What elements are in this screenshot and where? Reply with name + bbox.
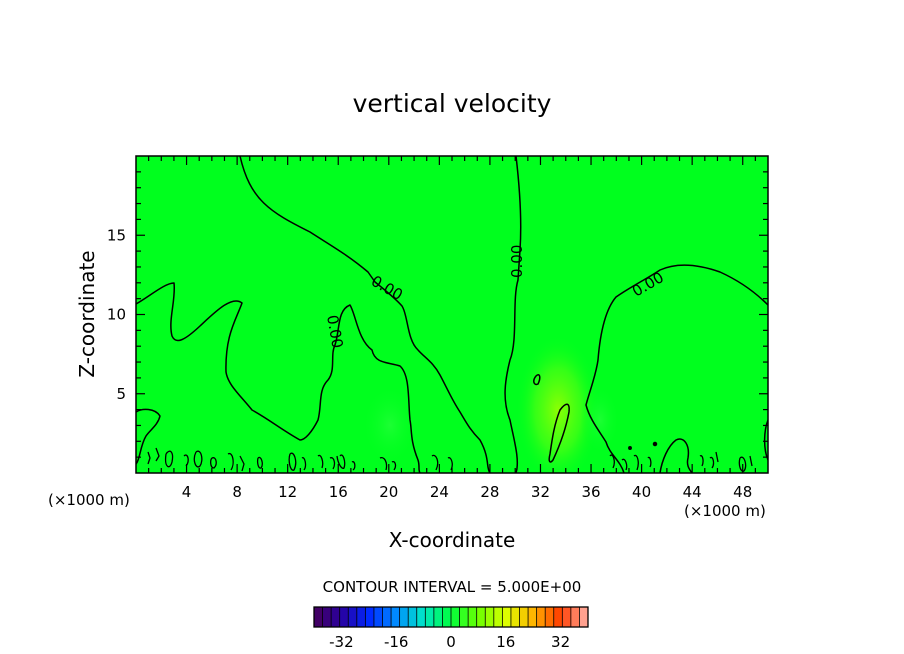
y-axis-label: Z-coordinate bbox=[75, 250, 99, 377]
colorbar-swatch bbox=[562, 607, 572, 627]
contour-lines bbox=[136, 156, 768, 473]
x-tick-label: 12 bbox=[278, 483, 297, 501]
colorbar-swatch bbox=[331, 607, 340, 627]
x-tick-label: 16 bbox=[329, 483, 348, 501]
colorbar-swatch bbox=[545, 607, 555, 627]
contour-interval-text: CONTOUR INTERVAL = 5.000E+00 bbox=[323, 578, 582, 596]
contour-zero-right-arc bbox=[585, 264, 768, 473]
colorbar-swatch bbox=[493, 607, 503, 627]
contour-right-bottom bbox=[659, 438, 693, 473]
x-tick-label: 24 bbox=[430, 483, 449, 501]
velocity-field bbox=[136, 156, 768, 473]
colorbar-swatch bbox=[391, 607, 400, 627]
contour-zero-center bbox=[504, 156, 522, 473]
colorbar-swatch bbox=[373, 607, 383, 627]
colorbar-swatch bbox=[416, 607, 426, 627]
colorbar-swatch bbox=[476, 607, 486, 627]
colorbar-swatch bbox=[536, 607, 546, 627]
x-tick-label: 4 bbox=[182, 483, 192, 501]
x-axis-label: X-coordinate bbox=[389, 528, 516, 552]
colorbar-swatch bbox=[365, 607, 375, 627]
contour-small-loop bbox=[533, 373, 541, 386]
x-unit-left: (×1000 m) bbox=[48, 491, 130, 509]
colorbar-swatch bbox=[510, 607, 520, 627]
contour-zero-upper-left bbox=[239, 156, 491, 473]
x-tick-label: 32 bbox=[531, 483, 550, 501]
surface-contours bbox=[147, 447, 753, 472]
colorbar-swatch bbox=[468, 607, 477, 627]
colorbar-swatch bbox=[553, 607, 563, 627]
colorbar-swatch bbox=[570, 607, 580, 627]
x-tick-label: 20 bbox=[379, 483, 398, 501]
y-tick-label: 10 bbox=[107, 306, 126, 324]
colorbar-swatch bbox=[356, 607, 366, 627]
contour-zero-left-lobe bbox=[136, 282, 421, 473]
x-axis: 4 8 12 16 20 24 28 32 36 40 44 48 bbox=[148, 156, 756, 501]
y-tick-label: 5 bbox=[116, 385, 126, 403]
y-axis: 5 10 15 bbox=[107, 171, 768, 458]
colorbar-swatch bbox=[322, 607, 332, 627]
colorbar-frame bbox=[313, 606, 589, 628]
contour-updraft-core bbox=[548, 403, 570, 463]
colorbar-swatch bbox=[314, 607, 323, 627]
colorbar-swatch bbox=[339, 607, 349, 627]
contour-left-bottom bbox=[136, 408, 161, 465]
colorbar-tick-label: 16 bbox=[496, 633, 515, 651]
x-unit-right: (×1000 m) bbox=[684, 502, 766, 520]
colorbar-swatch bbox=[382, 607, 392, 627]
x-tick-label: 48 bbox=[733, 483, 752, 501]
colorbar bbox=[313, 606, 589, 628]
colorbar-tick-label: -16 bbox=[384, 633, 409, 651]
colorbar-tick-label: -32 bbox=[329, 633, 354, 651]
x-tick-label: 8 bbox=[232, 483, 242, 501]
colorbar-tick-label: 0 bbox=[446, 633, 456, 651]
chart-title: vertical velocity bbox=[353, 89, 552, 118]
colorbar-swatch bbox=[408, 607, 418, 627]
weak-updraft-shading-2 bbox=[580, 385, 620, 455]
x-tick-label: 44 bbox=[683, 483, 702, 501]
plot-area: 0.00 0.00 0.00 0.00 bbox=[136, 156, 768, 473]
colorbar-swatch bbox=[459, 607, 469, 627]
contour-label: 0.00 bbox=[323, 314, 347, 350]
x-tick-label: 28 bbox=[480, 483, 499, 501]
contour-label: 0.00 bbox=[508, 245, 526, 278]
colorbar-swatch bbox=[442, 607, 452, 627]
x-tick-label: 40 bbox=[632, 483, 651, 501]
colorbar-swatch bbox=[433, 607, 443, 627]
updraft-shading bbox=[516, 335, 600, 473]
colorbar-labels: -32 -16 0 16 32 bbox=[329, 633, 570, 651]
colorbar-swatch bbox=[485, 607, 495, 627]
colorbar-swatch bbox=[451, 607, 460, 627]
weak-updraft-shading bbox=[362, 385, 418, 465]
x-tick-label: 36 bbox=[581, 483, 600, 501]
y-tick-label: 15 bbox=[107, 226, 126, 244]
colorbar-swatch bbox=[425, 607, 435, 627]
colorbar-swatch bbox=[348, 607, 358, 627]
colorbar-tick-label: 32 bbox=[551, 633, 570, 651]
colorbar-swatch bbox=[528, 607, 537, 627]
colorbar-swatch bbox=[399, 607, 409, 627]
colorbar-swatch bbox=[579, 607, 589, 627]
colorbar-swatch bbox=[519, 607, 529, 627]
colorbar-swatch bbox=[502, 607, 512, 627]
